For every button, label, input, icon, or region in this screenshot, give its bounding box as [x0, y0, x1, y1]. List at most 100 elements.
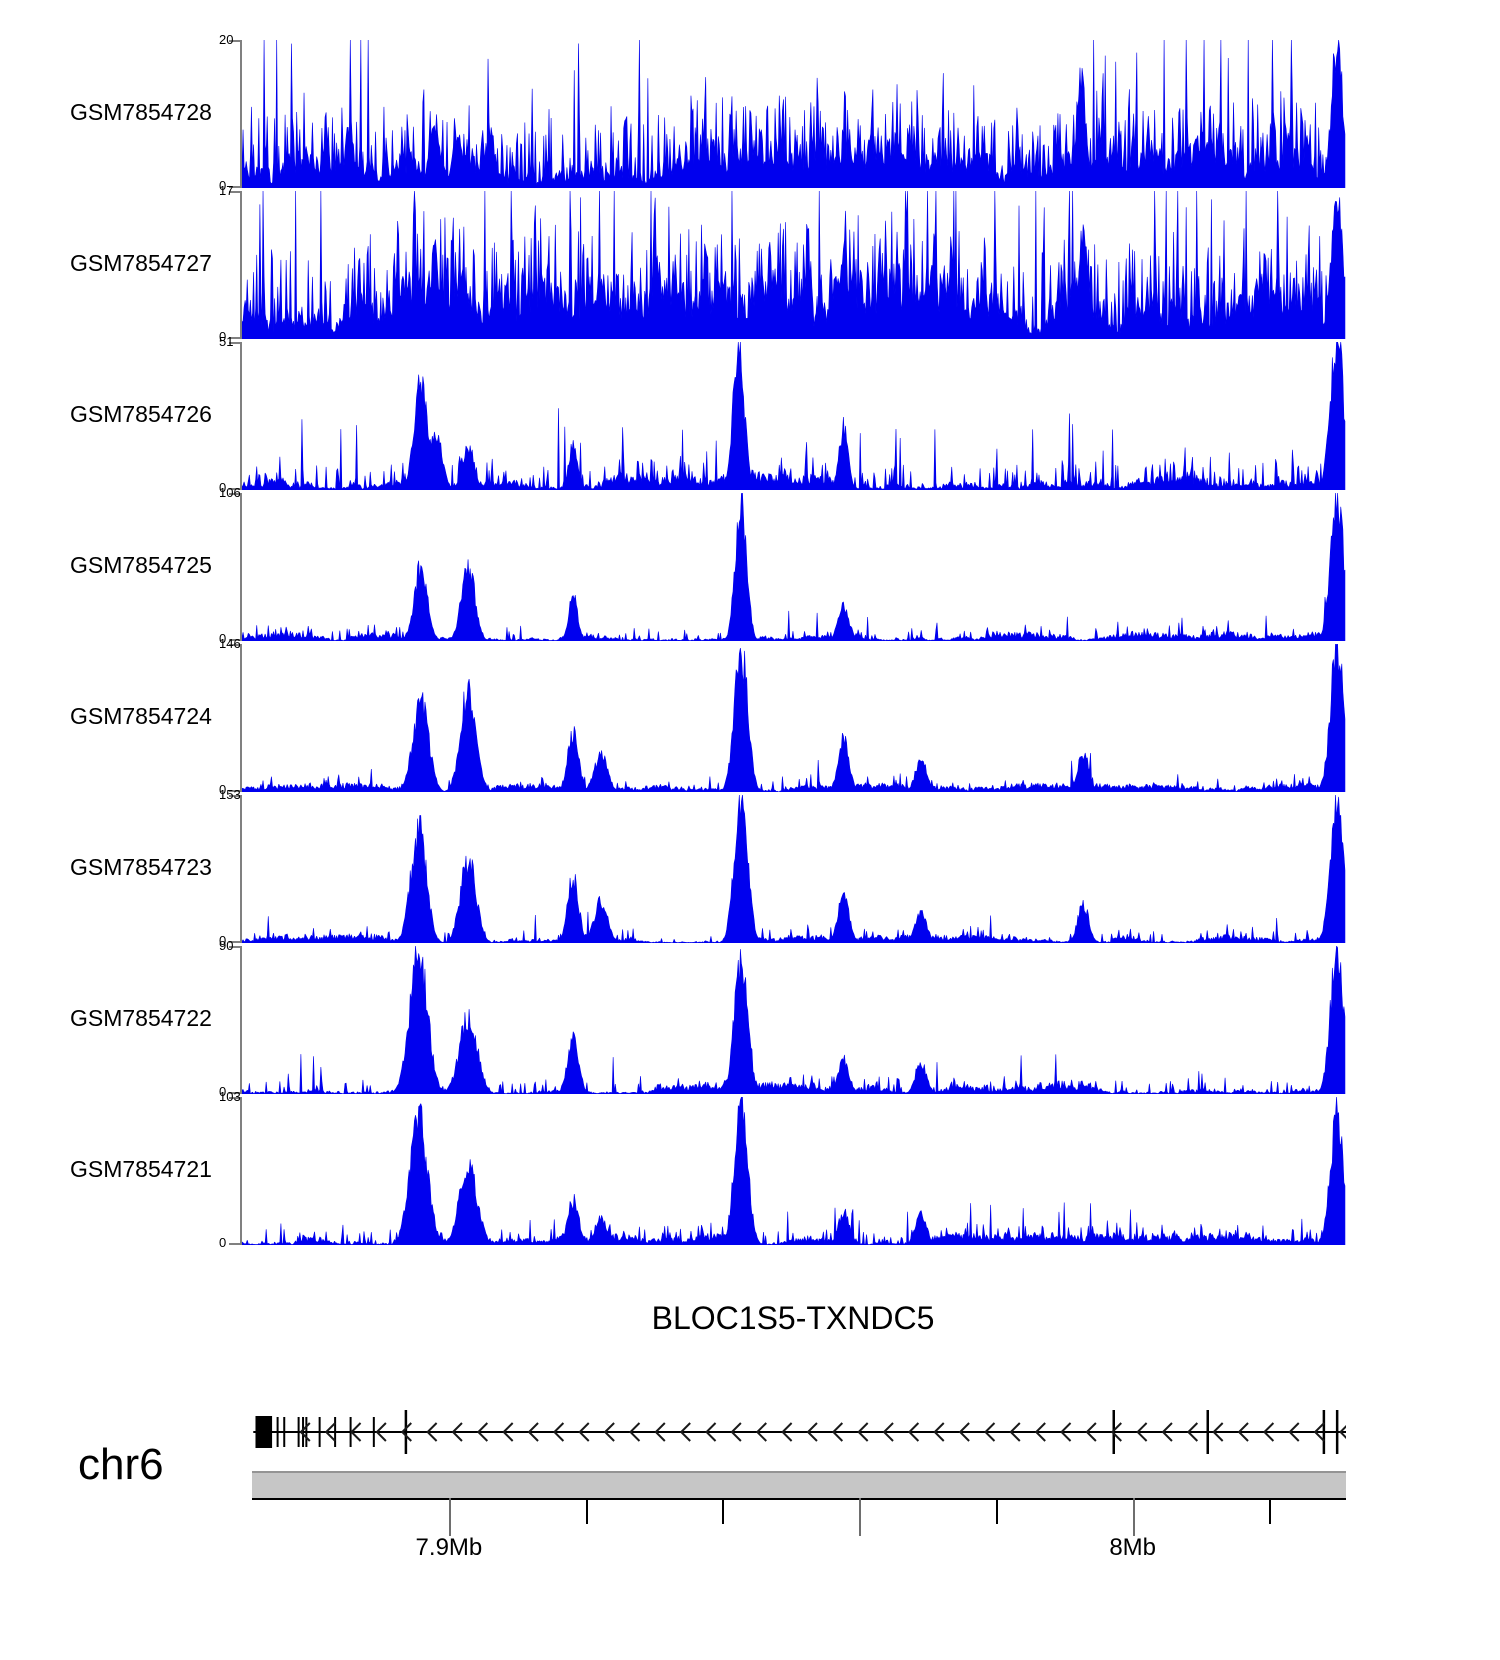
y-axis-tick-zero [229, 941, 240, 943]
strand-arrow-left-icon [907, 1422, 920, 1442]
strand-arrow-left-icon [375, 1422, 387, 1442]
strand-arrow-left-icon [958, 1422, 970, 1442]
y-axis-line [240, 946, 242, 1094]
strand-arrow-left-icon [730, 1422, 742, 1442]
coverage-profile [242, 342, 1346, 490]
strand-arrow-left-icon [400, 1422, 412, 1442]
y-axis-min-value: 0 [219, 1235, 227, 1250]
y-axis-tick-max [229, 1097, 240, 1099]
track-plot-area[interactable]: 90 0 [219, 939, 1346, 1098]
track-plot-area[interactable]: 146 0 [219, 637, 1346, 796]
y-axis-tick-max [229, 644, 240, 646]
track-plot-area[interactable]: 103 0 [219, 1090, 1346, 1249]
strand-arrow-left-icon [578, 1422, 590, 1442]
strand-arrow-left-icon [1009, 1422, 1021, 1442]
y-axis-max-value: 103 [219, 1090, 241, 1103]
y-axis-line [240, 644, 242, 792]
coverage-track-GSM7854724[interactable]: GSM7854724 146 0 [0, 637, 1500, 796]
y-axis-min-value: 0 [219, 329, 227, 344]
strand-arrow-left-icon [426, 1422, 438, 1442]
axis-tick-0 [448, 1498, 451, 1536]
y-axis-min-value: 0 [219, 933, 227, 948]
strand-arrow-left-icon [705, 1422, 717, 1442]
axis-tick-4 [995, 1498, 998, 1524]
y-axis-line [240, 493, 242, 641]
track-label: GSM7854723 [70, 854, 212, 880]
strand-arrow-left-icon [1161, 1422, 1173, 1442]
axis-tick-2 [722, 1498, 725, 1524]
y-axis-max-value: 106 [219, 486, 241, 499]
strand-arrow-left-icon [1313, 1422, 1325, 1442]
track-plot-area[interactable]: 20 0 [219, 33, 1346, 192]
y-axis-tick-zero [229, 337, 240, 339]
coverage-profile [242, 191, 1346, 339]
coverage-track-GSM7854722[interactable]: GSM7854722 90 0 [0, 939, 1500, 1098]
strand-arrow-left-icon [1060, 1422, 1072, 1442]
y-axis-tick-max [229, 342, 240, 344]
axis-tick-label: 8Mb [1109, 1534, 1156, 1561]
track-label: GSM7854726 [70, 401, 212, 427]
strand-arrow-left-icon [350, 1422, 362, 1442]
strand-arrow-left-icon [984, 1422, 996, 1442]
gene-model-svg [253, 1410, 1351, 1454]
strand-arrow-left-icon [831, 1422, 844, 1442]
strand-arrow-left-icon [1262, 1422, 1275, 1442]
strand-arrow-left-icon [1110, 1422, 1122, 1442]
strand-arrow-left-icon [629, 1422, 641, 1442]
track-plot-area[interactable]: 17 0 [219, 184, 1346, 343]
y-axis-line [240, 1097, 242, 1245]
strand-arrow-left-icon [476, 1422, 489, 1442]
track-label: GSM7854721 [70, 1156, 212, 1182]
y-axis-max-value: 51 [219, 334, 234, 349]
y-axis-tick-max [229, 795, 240, 797]
y-axis-min-value: 0 [219, 631, 227, 646]
y-axis-line [240, 795, 242, 943]
strand-arrow-left-icon [1136, 1422, 1148, 1442]
axis-tick-label: 7.9Mb [415, 1534, 483, 1561]
strand-arrow-left-icon [527, 1422, 539, 1442]
y-axis-min-value: 0 [219, 1084, 227, 1099]
track-plot-area[interactable]: 1530 [219, 788, 1346, 947]
gene-name-label: BLOC1S5-TXNDC5 [651, 1300, 935, 1336]
track-plot-area[interactable]: 51 0 [219, 335, 1346, 494]
axis-tick-1 [585, 1498, 588, 1524]
y-axis-tick-zero [229, 790, 240, 792]
track-plot-area[interactable]: 106 0 [219, 486, 1346, 645]
y-axis-tick-max [229, 191, 240, 193]
coverage-track-GSM7854725[interactable]: GSM7854725 106 0 [0, 486, 1500, 645]
coverage-profile [242, 946, 1346, 1094]
strand-arrow-left-icon [679, 1422, 691, 1442]
y-axis-tick-zero [229, 1092, 240, 1094]
coverage-profile [242, 1097, 1346, 1245]
y-axis-tick-zero [229, 488, 240, 490]
strand-arrow-left-icon [1034, 1422, 1046, 1442]
y-axis-line [240, 40, 242, 188]
y-axis-tick-max [229, 40, 240, 42]
genomic-coordinate-axis: 7.9Mb 8Mb [240, 1498, 1346, 1568]
strand-arrow-left-icon [857, 1422, 869, 1442]
y-axis-min-value: 0 [219, 178, 227, 193]
coverage-track-GSM7854726[interactable]: GSM7854726 51 0 [0, 335, 1500, 494]
track-label: GSM7854725 [70, 552, 212, 578]
strand-arrow-left-icon [299, 1422, 311, 1442]
coverage-track-GSM7854721[interactable]: GSM7854721 103 0 [0, 1090, 1500, 1249]
y-axis-tick-zero [229, 186, 240, 188]
strand-arrow-left-icon [933, 1422, 945, 1442]
y-axis-max-value: 90 [219, 938, 234, 953]
y-axis-max-value: 153 [219, 788, 241, 801]
y-axis-tick-zero [229, 1243, 240, 1245]
strand-arrow-left-icon [781, 1422, 793, 1442]
coverage-profile [242, 644, 1346, 792]
ideogram-bar[interactable] [252, 1471, 1346, 1498]
axis-baseline [252, 1498, 1346, 1500]
axis-tick-3 [859, 1498, 862, 1536]
coverage-track-GSM7854723[interactable]: GSM78547231530 [0, 788, 1500, 947]
axis-tick-5 [1132, 1498, 1135, 1536]
gene-model-track[interactable] [240, 1408, 1351, 1468]
coverage-profile [242, 40, 1346, 188]
coverage-track-GSM7854727[interactable]: GSM7854727 17 0 [0, 184, 1500, 343]
strand-arrow-left-icon [552, 1422, 565, 1442]
coverage-track-GSM7854728[interactable]: GSM7854728 20 0 [0, 33, 1500, 192]
y-axis-max-value: 17 [219, 183, 234, 198]
